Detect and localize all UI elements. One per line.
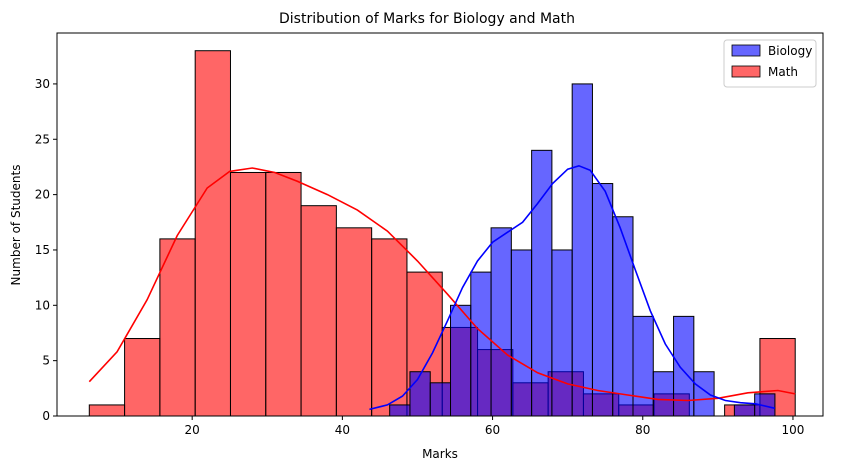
math-bar-0 [88,404,126,417]
math-kde-line [88,167,796,402]
math-bar-4 [229,171,267,417]
kde-curves [88,164,796,411]
biology-bar-3 [429,382,452,417]
math-bars [88,50,796,417]
biology-bar-4 [450,304,472,417]
plot-area [56,32,824,417]
legend-label-math: Math [768,65,798,79]
biology-bar-2 [409,371,431,417]
math-bar-7 [335,227,373,417]
biology-bar-6 [490,227,512,417]
legend-swatch-biology [731,44,761,57]
y-tick-label-0: 0 [42,409,50,423]
math-bar-1 [124,338,161,417]
biology-bar-1 [389,404,411,417]
y-tick-label-10: 10 [35,298,50,312]
x-tick-label-100: 100 [782,423,805,437]
math-bar-2 [159,238,196,417]
x-axis-label: Marks [422,447,458,461]
y-tick-label-5: 5 [42,354,50,368]
biology-bar-12 [612,216,634,417]
x-tick-label-40: 40 [335,423,350,437]
legend: Biology Math [723,39,817,88]
x-tick-label-20: 20 [185,423,200,437]
biology-bar-11 [591,183,614,417]
math-bar-8 [371,238,408,417]
biology-bar-16 [693,371,715,417]
biology-bar-9 [551,249,573,417]
y-axis-label: Number of Students [9,165,23,286]
x-tick-label-60: 60 [485,423,500,437]
chart-title: Distribution of Marks for Biology and Ma… [279,11,575,27]
math-bar-6 [300,205,337,417]
biology-bar-7 [510,249,533,417]
biology-bar-18 [733,404,756,417]
legend-swatch-math [731,65,761,78]
x-tick-label-80: 80 [635,423,650,437]
x-axis-ticks: 20 40 60 80 100 [185,416,805,437]
biology-bar-10 [571,83,593,417]
math-bar-5 [265,171,302,417]
biology-bar-5 [470,271,492,417]
y-tick-label-20: 20 [35,188,50,202]
plot-frame [56,32,824,417]
biology-bar-14 [652,371,675,417]
math-bar-3 [194,50,231,417]
y-tick-label-25: 25 [35,132,50,146]
biology-bar-13 [632,315,654,417]
legend-label-biology: Biology [768,44,812,58]
y-tick-label-30: 30 [35,77,50,91]
biology-kde-line [369,164,776,411]
y-tick-label-15: 15 [35,243,50,257]
y-axis-ticks: 0 5 10 15 20 25 30 [35,77,57,423]
